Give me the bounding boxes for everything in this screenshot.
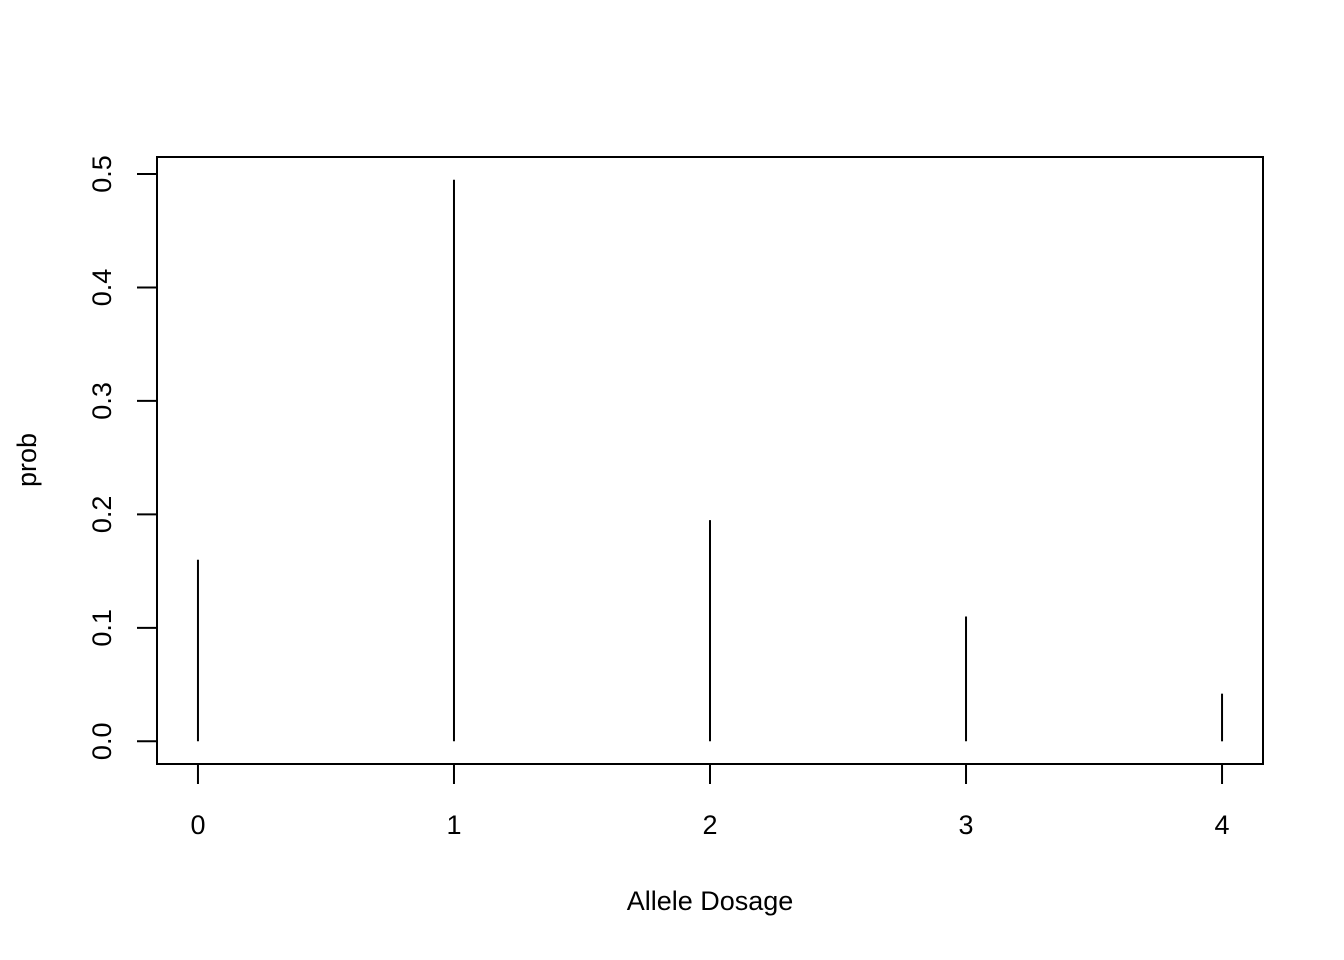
x-tick-label-4: 4 [1215,810,1230,840]
x-tick-label-0: 0 [190,810,205,840]
x-axis-label: Allele Dosage [627,886,794,916]
x-axis: 0 1 2 3 4 [190,763,1230,840]
y-tick-label-0.1: 0.1 [87,609,117,647]
y-axis-label: prob [12,433,42,487]
y-tick-label-0.5: 0.5 [87,155,117,193]
y-axis: 0.0 0.1 0.2 0.3 0.4 0.5 [87,155,158,761]
x-tick-label-1: 1 [446,810,461,840]
bars-group [196,179,1224,742]
x-tick-label-2: 2 [702,810,717,840]
x-tick-label-3: 3 [959,810,974,840]
y-tick-label-0.0: 0.0 [87,723,117,761]
y-tick-label-0.4: 0.4 [87,269,117,307]
y-tick-label-0.2: 0.2 [87,496,117,534]
y-tick-label-0.3: 0.3 [87,382,117,420]
